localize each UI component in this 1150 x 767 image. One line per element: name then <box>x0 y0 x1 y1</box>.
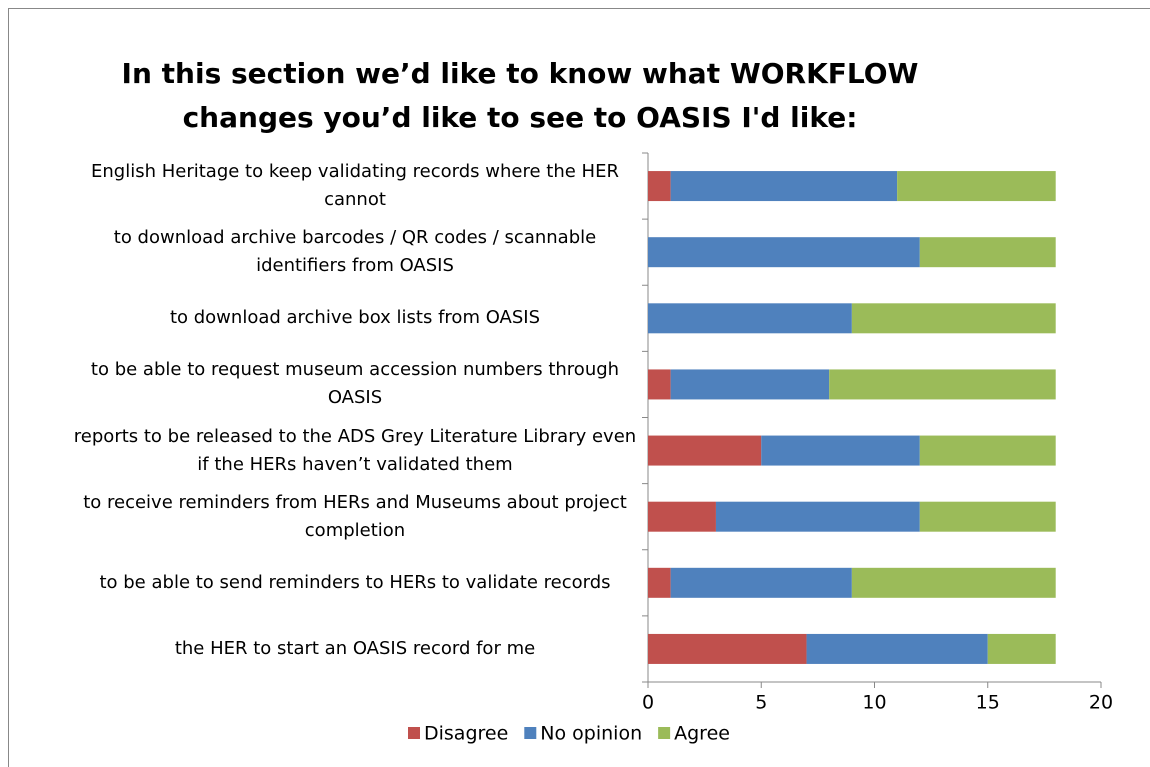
category-label: to download archive box lists from OASIS <box>169 307 541 329</box>
bar-segment <box>919 501 1056 532</box>
bar-segment <box>648 303 852 334</box>
x-tick-label: 10 <box>862 692 886 714</box>
bar-segment <box>648 501 716 532</box>
bar-segment <box>851 567 1056 598</box>
bar-segment <box>919 435 1056 466</box>
chart-title: In this section we’d like to know what W… <box>121 57 919 134</box>
bar-segment <box>829 369 1056 400</box>
x-tick-label: 0 <box>642 692 654 714</box>
bar-segment <box>648 171 671 202</box>
bar-segment <box>897 171 1056 202</box>
frame <box>8 8 1150 767</box>
bar-segment <box>715 501 920 532</box>
bar-segment <box>670 369 830 400</box>
x-tick-label: 20 <box>1089 692 1113 714</box>
legend-swatch <box>524 727 537 739</box>
bar-segment <box>648 633 807 664</box>
legend-label: No opinion <box>540 723 642 745</box>
legend-label: Disagree <box>424 723 508 745</box>
legend-swatch <box>658 727 671 739</box>
bar-segment <box>648 435 762 466</box>
legend-label: Agree <box>674 723 730 745</box>
bar-segment <box>670 171 898 202</box>
category-label: to be able to send reminders to HERs to … <box>99 571 611 593</box>
category-label: to receive reminders from HERs and Museu… <box>83 491 627 541</box>
category-label: English Heritage to keep validating reco… <box>91 161 619 211</box>
bar-segment <box>761 435 920 466</box>
bar-segment <box>648 567 671 598</box>
bar-segment <box>648 369 671 400</box>
bar-segment <box>851 303 1056 334</box>
bar-segment <box>806 633 988 664</box>
x-tick-label: 15 <box>976 692 1000 714</box>
bar-segment <box>670 567 852 598</box>
legend-swatch <box>408 727 420 739</box>
bar-segment <box>987 633 1056 664</box>
category-label: the HER to start an OASIS record for me <box>174 637 536 659</box>
bar-segment <box>648 237 920 268</box>
category-label: to download archive barcodes / QR codes … <box>113 227 597 277</box>
x-tick-label: 5 <box>755 692 767 714</box>
category-label: reports to be released to the ADS Grey L… <box>73 425 637 475</box>
category-label: to be able to request museum accession n… <box>90 359 620 409</box>
bar-segment <box>919 237 1056 268</box>
